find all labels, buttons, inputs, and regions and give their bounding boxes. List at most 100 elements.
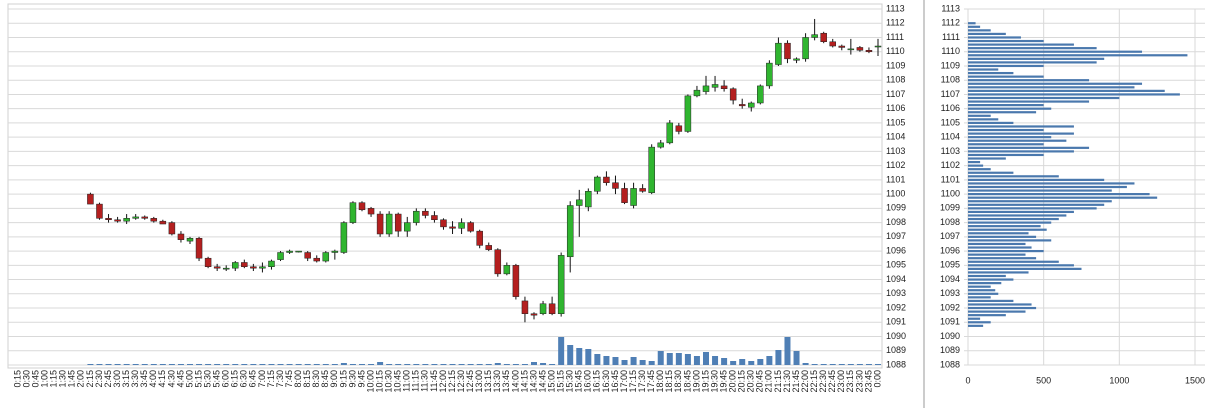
volume-bar [693,356,700,365]
volume-bar [739,359,746,365]
x-tick-label: 3:15 [121,370,131,388]
profile-bar [968,121,1014,125]
y-tick-label: 1105 [941,117,960,127]
profile-bar [968,292,999,295]
candle-body [232,262,239,269]
y-tick-label: 1095 [940,260,960,270]
profile-bar [968,178,1105,181]
candle-body [639,188,646,192]
x-tick-label: 2:00 [76,370,86,388]
profile-bar [968,321,991,324]
candle-body [186,238,194,242]
volume-bar [540,363,547,365]
x-tick-label: 4:45 [175,370,185,388]
volume-bar [359,364,365,365]
candle-body [494,249,502,275]
candle-body [87,193,94,205]
profile-bar [968,68,999,71]
volume-bar [268,364,275,365]
volume-bar [775,350,782,365]
y-tick-label: 1100 [941,188,960,198]
x-tick-label: 19:00 [691,370,701,393]
volume-bar [531,362,537,365]
volume-bar [458,364,465,365]
volume-bar [159,364,166,365]
x-tick-label: 23:15 [845,370,855,393]
volume-bar [675,353,682,365]
profile-bar [968,75,1044,78]
x-tick-label: 14:15 [519,370,529,393]
x-tick-label: 4:15 [157,370,167,388]
candle-body [476,230,483,246]
x-tick-label: 5:30 [202,370,212,388]
profile-bar [968,200,1112,203]
candle-body [123,218,130,222]
x-tick-label: 15:00 [546,370,556,393]
candle-body [105,218,112,221]
profile-bar [968,22,976,25]
x-tick-label: 0:00 [872,370,882,388]
x-tick-label: 1:30 [58,370,68,388]
x-tick-label: 2:15 [85,370,95,388]
x-tick-label: 13:15 [483,370,493,393]
profile-bar [968,57,1105,60]
x-tick-label: 8:00 [293,370,303,388]
profile-bar [968,157,1006,160]
candle-body [802,37,809,60]
candle-body [259,266,266,269]
candle-body [811,34,818,38]
volume-bar [177,364,184,365]
profile-bar [968,43,1074,46]
profile-bar [968,107,1052,110]
candle-body [820,32,827,43]
profile-bar [968,314,1006,317]
volume-bar [512,364,519,365]
x-tick-label: 3:45 [139,370,149,388]
candle-body [150,218,158,222]
volume-bar [847,364,854,365]
volume-bar [322,364,329,365]
profile-bar [968,306,1037,310]
x-tick-label: 6:30 [239,370,249,388]
x-tick-label: 0 [965,375,970,385]
volume-bar [141,364,148,365]
candle-body [141,216,148,219]
candle-body [748,102,755,108]
x-tick-label: 7:00 [257,370,267,388]
candle-body [630,188,637,206]
profile-bar [968,128,1044,132]
volume-bar [313,364,320,365]
candle-body [168,222,176,235]
profile-bar [968,111,1037,114]
y-tick-label: 1093 [886,288,906,298]
volume-bar [105,364,112,365]
y-tick-label: 1113 [941,3,960,13]
profile-bar [968,278,1014,281]
y-tick-label: 1109 [941,60,960,70]
candle-body [729,88,737,101]
x-tick-label: 13:30 [492,370,502,393]
x-tick-label: 19:15 [700,370,710,393]
candle-body [829,41,836,47]
x-tick-label: 14:30 [528,370,538,393]
volume-bar [630,357,637,365]
candle-body [530,313,538,316]
y-tick-label: 1090 [940,331,960,341]
volume-bar [449,364,456,365]
x-tick-label: 15:15 [556,370,566,393]
candle-body [766,62,773,87]
profile-bar [968,93,1180,96]
volume-bar [386,364,393,365]
volume-bar [395,364,402,365]
candle-body [621,188,628,203]
profile-bar [968,203,1105,206]
volume-bar [585,349,592,365]
volume-bar [223,364,230,365]
x-tick-label: 10:45 [393,370,403,393]
y-tick-label: 1090 [886,331,906,341]
y-tick-label: 1111 [886,32,904,42]
volume-bar [404,364,411,365]
plot-frame [7,3,883,369]
candle-body [684,95,692,132]
y-tick-label: 1094 [886,274,906,284]
